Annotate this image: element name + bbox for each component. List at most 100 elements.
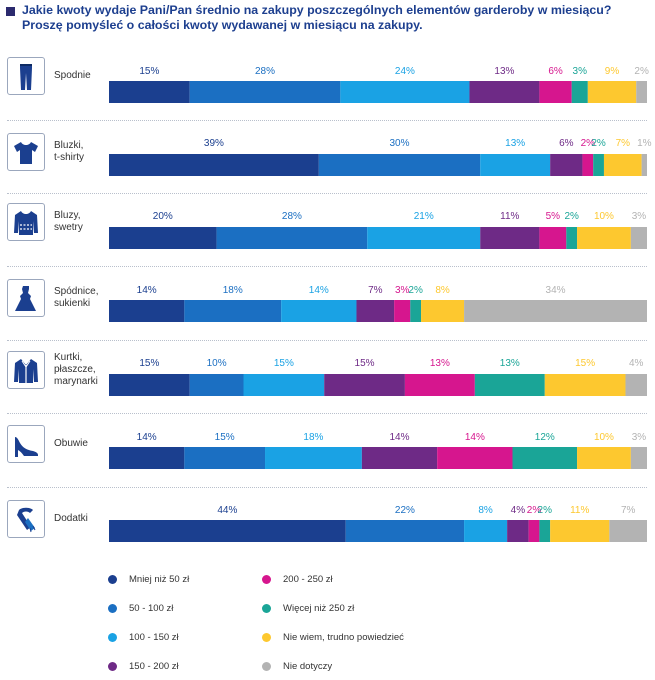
bar-segment — [243, 374, 325, 396]
legend-item: 100 - 150 zł — [108, 632, 179, 643]
bar-segment — [109, 300, 185, 322]
legend-label: 100 - 150 zł — [129, 632, 179, 643]
bar-segment — [474, 374, 545, 396]
category-label: Bluzki, t-shirty — [54, 140, 84, 163]
bar-segment — [630, 447, 647, 469]
data-label: 4% — [511, 505, 526, 516]
data-label: 20% — [153, 211, 173, 222]
data-label: 2% — [527, 505, 542, 516]
data-label: 3% — [632, 432, 647, 443]
bar-segment — [609, 520, 647, 542]
data-label: 15% — [355, 358, 375, 369]
data-label: 3% — [573, 66, 588, 77]
data-label: 11% — [500, 211, 519, 222]
bar-segment — [340, 81, 470, 103]
data-label: 8% — [435, 285, 450, 296]
bar-segment — [109, 374, 190, 396]
row-separator — [7, 487, 647, 488]
legend-item: 200 - 250 zł — [262, 574, 333, 585]
data-label: 7% — [368, 285, 383, 296]
data-label: 7% — [621, 505, 636, 516]
legend-item: 150 - 200 zł — [108, 661, 179, 672]
data-label: 28% — [255, 66, 275, 77]
data-label: 10% — [594, 211, 614, 222]
bar-segment — [480, 154, 551, 176]
bar-segment — [356, 300, 395, 322]
data-label: 8% — [478, 505, 493, 516]
data-label: 14% — [309, 285, 329, 296]
data-label: 15% — [139, 358, 159, 369]
bar-segment — [571, 81, 588, 103]
bar-segment — [437, 447, 513, 469]
data-label: 13% — [430, 358, 450, 369]
bar-segment — [345, 520, 465, 542]
data-label: 4% — [629, 358, 644, 369]
category-label: Obuwie — [54, 438, 88, 449]
data-label: 6% — [559, 138, 574, 149]
bar-segment — [189, 374, 244, 396]
category-label: Dodatki — [54, 513, 88, 524]
bar-segment — [361, 447, 438, 469]
data-label: 39% — [204, 138, 224, 149]
legend-swatch — [108, 575, 117, 584]
bar-segment — [109, 227, 217, 249]
bar-segment — [630, 227, 647, 249]
data-label: 18% — [303, 432, 323, 443]
bar-segment — [421, 300, 465, 322]
title-marker — [6, 7, 15, 16]
bar-segment — [566, 227, 578, 249]
data-label: 12% — [535, 432, 555, 443]
bar-segment — [184, 300, 282, 322]
data-label: 24% — [395, 66, 415, 77]
bar-segment — [324, 374, 405, 396]
bar-segment — [216, 227, 368, 249]
row-separator — [7, 193, 647, 194]
title-line-1: Jakie kwoty wydaje Pani/Pan średnio na z… — [22, 3, 612, 17]
row-separator — [7, 120, 647, 121]
bar-segment — [464, 520, 508, 542]
data-label: 28% — [282, 211, 302, 222]
data-label: 15% — [274, 358, 294, 369]
data-label: 3% — [632, 211, 647, 222]
bar-segment — [603, 154, 642, 176]
legend-label: 200 - 250 zł — [283, 574, 333, 585]
data-label: 3% — [395, 285, 410, 296]
data-label: 2% — [591, 138, 606, 149]
bar-segment — [394, 300, 411, 322]
data-label: 13% — [494, 66, 514, 77]
row-separator — [7, 413, 647, 414]
bar-segment — [577, 447, 631, 469]
data-label: 14% — [137, 285, 157, 296]
bar-segment — [625, 374, 647, 396]
data-label: 2% — [634, 66, 649, 77]
legend-item: Więcej niż 250 zł — [262, 603, 354, 614]
data-label: 14% — [390, 432, 410, 443]
bar-segment — [539, 520, 551, 542]
data-label: 13% — [500, 358, 520, 369]
data-label: 13% — [505, 138, 525, 149]
data-label: 2% — [564, 211, 579, 222]
bar-segment — [507, 520, 529, 542]
legend-label: Nie wiem, trudno powiedzieć — [283, 632, 404, 643]
tshirt-icon — [7, 133, 45, 171]
bar-segment — [469, 81, 540, 103]
bar-segment — [184, 447, 266, 469]
data-label: 6% — [548, 66, 563, 77]
category-label: Spódnice, sukienki — [54, 286, 99, 309]
legend-swatch — [262, 575, 271, 584]
data-label: 30% — [390, 138, 410, 149]
bar-segment — [528, 520, 540, 542]
bar-segment — [109, 154, 319, 176]
bar-segment — [512, 447, 578, 469]
legend-swatch — [108, 633, 117, 642]
stacked-bar-chart: 15% 28% 24% 13% 6% 3% 9% 2%39% 30% 13% 6% 2%2% 7% 1%2… — [109, 66, 652, 542]
data-label: 44% — [217, 505, 237, 516]
data-label: 2% — [581, 138, 596, 149]
bar-segment — [577, 227, 631, 249]
sweater-icon — [7, 203, 45, 241]
legend-label: Nie dotyczy — [283, 661, 333, 672]
bar-segment — [265, 447, 362, 469]
bar-segment — [189, 81, 341, 103]
data-label: 11% — [570, 505, 589, 516]
bar-segment — [539, 227, 567, 249]
